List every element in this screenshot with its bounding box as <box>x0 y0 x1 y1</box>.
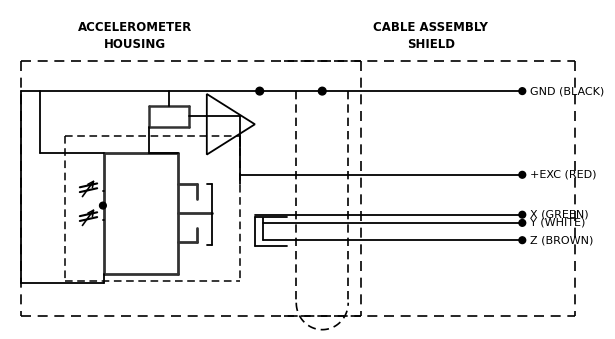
Circle shape <box>256 87 264 95</box>
Text: HOUSING: HOUSING <box>103 38 165 52</box>
Text: +EXC (RED): +EXC (RED) <box>530 170 597 180</box>
Circle shape <box>519 88 526 95</box>
Circle shape <box>519 211 526 218</box>
Text: CABLE ASSEMBLY: CABLE ASSEMBLY <box>373 21 488 34</box>
Circle shape <box>519 220 526 226</box>
Circle shape <box>519 237 526 243</box>
Text: GND (BLACK): GND (BLACK) <box>530 86 605 96</box>
Text: X (GREEN): X (GREEN) <box>530 210 589 220</box>
Text: ACCELEROMETER: ACCELEROMETER <box>77 21 192 34</box>
Circle shape <box>100 202 106 209</box>
Circle shape <box>319 87 326 95</box>
Text: Z (BROWN): Z (BROWN) <box>530 235 593 245</box>
Circle shape <box>519 172 526 178</box>
Text: Y (WHITE): Y (WHITE) <box>530 218 585 228</box>
Text: SHIELD: SHIELD <box>407 38 455 52</box>
